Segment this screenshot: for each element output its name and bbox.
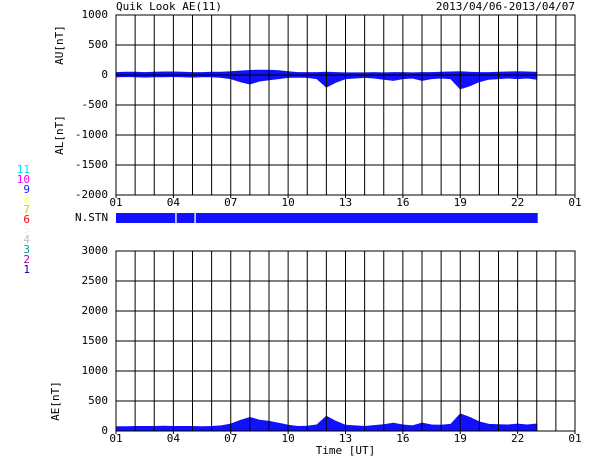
station-legend-label: 4 — [23, 233, 30, 246]
nstn-bar — [195, 213, 538, 223]
chart-title: Quik Look AE(11) — [116, 0, 222, 13]
x-tick-label: 04 — [167, 196, 181, 209]
x-tick-label: 04 — [167, 432, 181, 445]
y-tick-label: 1000 — [82, 8, 109, 21]
x-tick-label: 22 — [511, 432, 524, 445]
date-range: 2013/04/06-2013/04/07 — [436, 0, 575, 13]
station-legend-label: 2 — [23, 253, 30, 266]
x-tick-label: 07 — [224, 196, 237, 209]
station-legend-label: 1 — [23, 263, 30, 276]
plot-frame — [115, 14, 576, 196]
x-tick-label: 22 — [511, 196, 524, 209]
x-tick-label: 07 — [224, 432, 237, 445]
x-tick-label: 16 — [396, 196, 409, 209]
station-legend-label: 11 — [17, 163, 30, 176]
station-legend-label: 8 — [23, 193, 30, 206]
station-legend-label: 5 — [23, 223, 30, 236]
x-tick-label: 01 — [568, 196, 581, 209]
nstn-bar — [176, 213, 195, 223]
x-tick-label: 01 — [109, 432, 122, 445]
y-axis-label: AU[nT] — [53, 25, 66, 65]
x-axis-label: Time [UT] — [316, 444, 376, 457]
x-tick-label: 01 — [568, 432, 581, 445]
nstn-bar — [116, 213, 176, 223]
y-tick-label: 0 — [101, 68, 108, 81]
x-tick-label: 10 — [282, 432, 295, 445]
y-tick-label: 1500 — [82, 334, 109, 347]
x-tick-label: 01 — [109, 196, 122, 209]
station-legend-label: 9 — [23, 183, 30, 196]
y-tick-label: 1000 — [82, 364, 109, 377]
y-tick-label: -500 — [82, 98, 109, 111]
x-tick-label: 16 — [396, 432, 409, 445]
station-legend-label: 10 — [17, 173, 30, 186]
station-legend-label: 3 — [23, 243, 30, 256]
y-tick-label: 500 — [88, 394, 108, 407]
x-tick-label: 13 — [339, 196, 352, 209]
y-tick-label: -1000 — [75, 128, 108, 141]
y-tick-label: 3000 — [82, 244, 109, 257]
y-tick-label: 500 — [88, 38, 108, 51]
nstn-label: N.STN — [75, 211, 108, 224]
station-legend-label: 6 — [23, 213, 30, 226]
y-tick-label: 2000 — [82, 304, 109, 317]
x-tick-label: 10 — [282, 196, 295, 209]
y-tick-label: 2500 — [82, 274, 109, 287]
y-axis-label: AE[nT] — [49, 381, 62, 421]
y-tick-label: 0 — [101, 424, 108, 437]
x-tick-label: 19 — [454, 432, 467, 445]
x-tick-label: 19 — [454, 196, 467, 209]
station-legend-label: 7 — [23, 203, 30, 216]
y-axis-label: AL[nT] — [53, 115, 66, 155]
plot-frame — [115, 250, 576, 432]
y-tick-label: -1500 — [75, 158, 108, 171]
x-tick-label: 13 — [339, 432, 352, 445]
y-tick-label: -2000 — [75, 188, 108, 201]
